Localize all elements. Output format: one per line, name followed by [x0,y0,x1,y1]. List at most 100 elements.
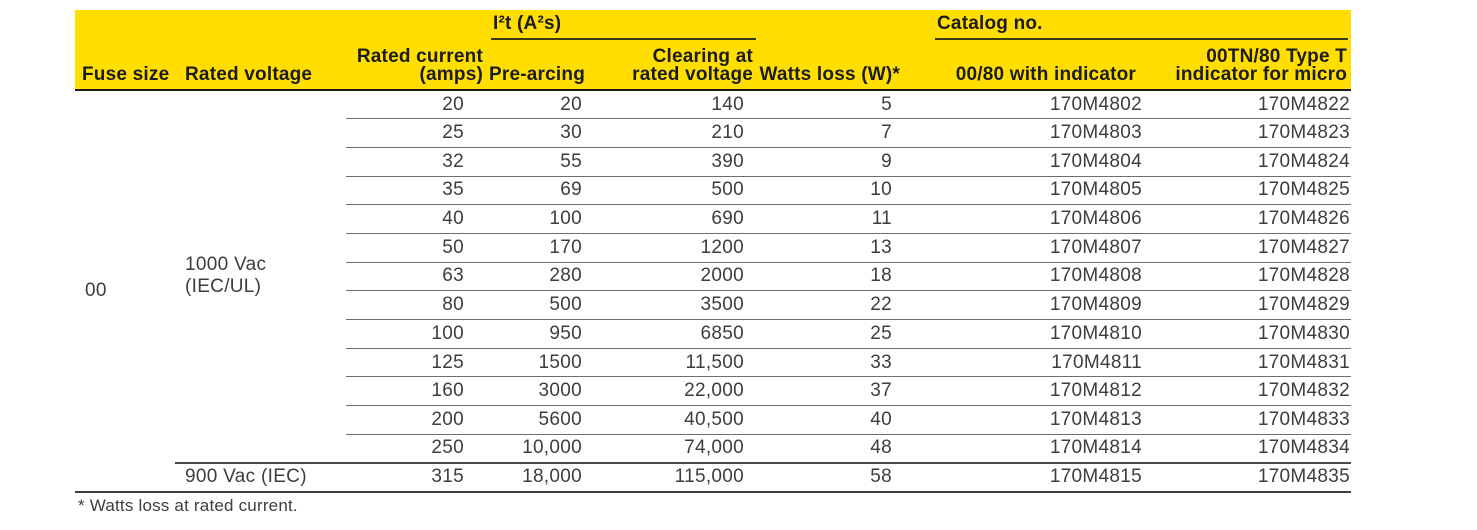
table-row: 80 500 3500 22 170M4809 170M4829 [75,290,1352,320]
clearing-cell: 500 [596,175,757,205]
catalog-00tn-80-cell: 170M4835 [1146,461,1352,492]
rated-current-cell: 250 [346,433,486,463]
watts-loss-cell: 33 [756,347,907,377]
catalog-00tn-80-cell: 170M4829 [1146,290,1352,320]
clearing-cell: 11,500 [596,347,757,377]
pre-arcing-cell: 3000 [486,376,596,406]
group-header-i2t: I²t (A²s) [486,10,757,48]
catalog-00-80-cell: 170M4807 [906,232,1147,263]
watts-loss-cell: 37 [756,376,907,406]
pre-arcing-cell: 10,000 [486,433,596,463]
rated-current-cell: 32 [346,146,486,177]
rated-current-cell: 80 [346,290,486,320]
clearing-cell: 74,000 [596,433,757,463]
watts-loss-cell: 10 [756,175,907,205]
clearing-cell: 40,500 [596,405,757,435]
watts-loss-cell: 13 [756,232,907,263]
table-row: 25 30 210 7 170M4803 170M4823 [75,118,1352,148]
table-row: 100 950 6850 25 170M4810 170M4830 [75,319,1352,349]
catalog-00tn-80-cell: 170M4833 [1146,405,1352,435]
rated-current-cell: 100 [346,319,486,349]
rated-current-cell: 160 [346,376,486,406]
col-header-clearing: Clearing at rated voltage [596,47,757,91]
clearing-cell: 22,000 [596,376,757,406]
group-header-i2t-label: I²t (A²s) [491,13,757,40]
catalog-00-80-cell: 170M4804 [906,146,1147,177]
catalog-00-80-cell: 170M4805 [906,175,1147,205]
catalog-00-80-cell: 170M4815 [906,461,1147,492]
catalog-00-80-cell: 170M4808 [906,261,1147,291]
pre-arcing-cell: 950 [486,319,596,349]
col-header-watts-loss: Watts loss (W)* [756,48,907,91]
catalog-00-80-cell: 170M4810 [906,319,1147,349]
catalog-00-80-cell: 170M4803 [906,118,1147,148]
catalog-00tn-80-cell: 170M4830 [1146,319,1352,349]
pre-arcing-cell: 1500 [486,347,596,377]
clearing-cell: 140 [711,93,745,115]
table-row: 32 55 390 9 170M4804 170M4824 [75,146,1352,177]
group-header-catalog: Catalog no. [906,10,1352,48]
pre-arcing-cell: 18,000 [486,461,596,492]
watts-loss-cell: 7 [756,118,907,148]
group-header-catalog-label: Catalog no. [935,13,1349,40]
pre-arcing-cell: 5600 [486,405,596,435]
header-spacer [756,10,907,48]
catalog-00-80-cell: 170M4809 [906,290,1147,320]
catalog-00-80-cell: 170M4802 [1049,93,1143,115]
catalog-00tn-80-cell: 170M4825 [1146,175,1352,205]
catalog-00tn-80-cell: 170M4824 [1146,146,1352,177]
clearing-cell: 6850 [596,319,757,349]
catalog-00-80-cell: 170M4811 [906,347,1147,377]
rated-current-cell: 35 [346,175,486,205]
table-row: 125 1500 11,500 33 170M4811 170M4831 [75,347,1352,377]
table-row: 63 280 2000 18 170M4808 170M4828 [75,261,1352,291]
pre-arcing-cell: 20 [560,93,582,115]
rated-current-cell: 50 [346,232,486,263]
catalog-00tn-80-cell: 170M4822 [1257,93,1351,115]
watts-loss-cell: 25 [756,319,907,349]
pre-arcing-cell: 30 [486,118,596,148]
table-body: 00 1000 Vac (IEC/UL) 20 20 140 5 170M4802 170M4… [75,90,1352,492]
rated-current-cell: 200 [346,405,486,435]
col-header-catalog-00tn-80: 00TN/80 Type T indicator for micro [1146,47,1352,91]
rated-current-cell: 315 [346,461,486,492]
catalog-00tn-80-cell: 170M4831 [1146,347,1352,377]
catalog-00-80-cell: 170M4806 [906,204,1147,234]
clearing-cell: 210 [596,118,757,148]
col-header-pre-arcing: Pre-arcing [486,48,596,91]
catalog-00tn-80-cell: 170M4826 [1146,204,1352,234]
column-header-row: Fuse size Rated voltage Rated current (a… [75,47,1352,91]
watts-loss-cell: 18 [756,261,907,291]
pre-arcing-cell: 500 [486,290,596,320]
watts-loss-cell: 58 [756,461,907,492]
table-row: 50 170 1200 13 170M4807 170M4827 [75,232,1352,263]
table-row: 250 10,000 74,000 48 170M4814 170M4834 [75,433,1352,463]
table-row: 35 69 500 10 170M4805 170M4825 [75,175,1352,205]
rated-voltage-cell: 900 Vac (IEC) [175,461,346,492]
rated-current-cell: 40 [346,204,486,234]
table-row: 160 3000 22,000 37 170M4812 170M4832 [75,376,1352,406]
clearing-cell: 1200 [596,232,757,263]
table-row: 200 5600 40,500 40 170M4813 170M4833 [75,405,1352,435]
rated-current-cell: 63 [346,261,486,291]
header-spacer [75,10,486,48]
rated-current-cell: 125 [346,347,486,377]
clearing-cell: 115,000 [596,461,757,492]
rated-voltage-cell: 1000 Vac (IEC/UL) [185,254,267,298]
catalog-00tn-80-cell: 170M4827 [1146,232,1352,263]
watts-loss-cell: 22 [756,290,907,320]
catalog-00tn-80-cell: 170M4823 [1146,118,1352,148]
rated-current-cell: 20 [442,93,464,115]
pre-arcing-cell: 280 [486,261,596,291]
clearing-cell: 3500 [596,290,757,320]
catalog-00-80-cell: 170M4812 [906,376,1147,406]
clearing-cell: 2000 [596,261,757,291]
pre-arcing-cell: 170 [486,232,596,263]
col-header-fuse-size: Fuse size [75,48,175,91]
watts-loss-cell: 11 [756,204,907,234]
fuse-spec-table: I²t (A²s) Catalog no. Fuse size Rated vo… [75,10,1352,493]
catalog-00-80-cell: 170M4813 [906,405,1147,435]
clearing-cell: 690 [596,204,757,234]
pre-arcing-cell: 55 [486,146,596,177]
